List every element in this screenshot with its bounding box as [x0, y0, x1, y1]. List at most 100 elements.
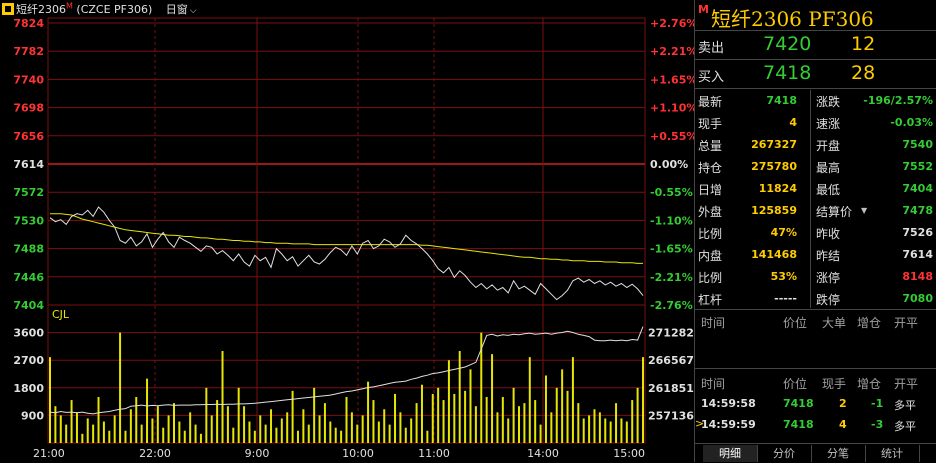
- quote-value: 7526: [902, 226, 933, 239]
- price-tick-label: 7530: [13, 214, 44, 227]
- quote-value: 141468: [751, 248, 797, 261]
- percent-tick-label: +2.21%: [650, 45, 694, 58]
- col-volume: 现手: [822, 377, 847, 391]
- chart-frame: [47, 17, 646, 444]
- time-tick-label: 10:00: [342, 447, 374, 460]
- period-select[interactable]: 日窗 ⌵: [165, 3, 197, 16]
- price-tick-label: 7740: [13, 73, 44, 86]
- layout-icon[interactable]: [2, 3, 14, 15]
- quote-panel: M 短纤2306 PF306 卖出 7420 12 买入 7418 28 最新 7…: [694, 0, 936, 462]
- col-oi-change: 增仓: [857, 316, 882, 330]
- open-interest-line: [49, 326, 644, 415]
- time-tick-label: 15:00: [613, 447, 645, 460]
- percent-tick-label: +1.10%: [650, 102, 694, 115]
- quote-value: -196/2.57%: [863, 94, 933, 107]
- quote-label: 跌停: [816, 293, 841, 307]
- quote-value: 7404: [902, 182, 933, 195]
- quote-label: 外盘: [698, 205, 723, 219]
- quote-value: 7478: [902, 204, 933, 217]
- main-contract-mark: M: [66, 1, 73, 11]
- percent-tick-label: +2.76%: [650, 17, 694, 30]
- quote-value: 8148: [902, 270, 933, 283]
- quote-row: 最新 7418 涨跌 -196/2.57%: [695, 90, 936, 112]
- indicator-label: CJL: [52, 308, 70, 321]
- percent-tick-label: -0.55%: [650, 186, 693, 199]
- tab-ticks[interactable]: 分笔: [811, 445, 866, 462]
- tab-price-levels[interactable]: 分价: [757, 445, 812, 462]
- trade-row[interactable]: 14:59:58 7418 2 -1 多平: [695, 394, 936, 414]
- quote-row: 外盘 125859 结算价 ▼ 7478: [695, 200, 936, 222]
- volume-bars: [49, 332, 644, 443]
- oi-tick-label: 257136: [648, 409, 694, 422]
- percent-tick-label: -2.76%: [650, 299, 693, 312]
- tab-statistics[interactable]: 统计: [865, 445, 920, 462]
- dropdown-triangle-icon[interactable]: ▼: [861, 206, 868, 215]
- percent-tick-label: -1.10%: [650, 214, 693, 227]
- ask-label: 卖出: [698, 41, 725, 56]
- bid-price: 7418: [763, 62, 812, 84]
- intraday-chart[interactable]: 7824 +2.76% 7782 +2.21% 7740 +1.65% 7698 +1.10%…: [0, 0, 694, 462]
- col-time: 时间: [701, 377, 726, 391]
- panel-title: M 短纤2306 PF306: [695, 0, 936, 31]
- price-tick-label: 7614: [13, 158, 44, 171]
- quote-label: 最新: [698, 95, 723, 109]
- quote-label: 比例: [698, 227, 723, 241]
- time-tick-label: 11:00: [418, 447, 450, 460]
- panel-tabs: 明细 分价 分笔 统计: [695, 443, 936, 463]
- quote-value: 7540: [902, 138, 933, 151]
- tab-detail[interactable]: 明细: [703, 445, 758, 462]
- oi-tick-label: 271282: [648, 327, 694, 340]
- col-time: 时间: [701, 316, 726, 330]
- col-open-close: 开平: [894, 316, 919, 330]
- trade-type: 多平: [894, 399, 916, 412]
- volume-tick-label: 2700: [13, 354, 44, 367]
- price-tick-label: 7572: [13, 186, 44, 199]
- quote-value: 4: [789, 116, 797, 129]
- current-row-marker-icon: >: [695, 417, 705, 430]
- percent-tick-label: 0.00%: [650, 158, 688, 171]
- quote-value: 7614: [902, 248, 933, 261]
- average-price-line: [50, 213, 643, 264]
- trade-chg: -3: [871, 418, 884, 431]
- trade-price: 7418: [783, 397, 814, 410]
- time-tick-label: 21:00: [33, 447, 65, 460]
- trade-vol: 4: [839, 418, 847, 431]
- price-tick-label: 7656: [13, 130, 44, 143]
- price-tick-label: 7488: [13, 243, 44, 256]
- price-line: [49, 206, 644, 301]
- trade-vol: 2: [839, 397, 847, 410]
- quote-value: -0.03%: [890, 116, 933, 129]
- quote-value: 11824: [758, 182, 797, 195]
- quote-label: 总量: [698, 139, 723, 153]
- oi-tick-label: 266567: [648, 354, 694, 367]
- quote-label: 涨跌: [816, 95, 841, 109]
- trade-chg: -1: [871, 397, 884, 410]
- chart-grid: [47, 17, 646, 444]
- ask-row[interactable]: 卖出 7420 12: [695, 31, 936, 60]
- quote-label: 持仓: [698, 161, 723, 175]
- ask-volume: 12: [851, 33, 876, 55]
- bid-row[interactable]: 买入 7418 28: [695, 60, 936, 89]
- price-tick-label: 7782: [13, 45, 44, 58]
- trade-type: 多平: [894, 420, 916, 433]
- trade-price: 7418: [783, 418, 814, 431]
- volume-tick-label: 3600: [13, 327, 44, 340]
- quote-row: 比例 53% 涨停 8148: [695, 266, 936, 288]
- contract-code: (CZCE PF306): [76, 3, 153, 16]
- price-tick-label: 7824: [13, 17, 44, 30]
- time-tick-label: 9:00: [245, 447, 270, 460]
- col-price: 价位: [783, 316, 808, 330]
- trade-time: 14:59:59: [701, 418, 756, 431]
- col-big-order: 大单: [822, 316, 847, 330]
- quote-row: 持仓 275780 最高 7552: [695, 156, 936, 178]
- volume-tick-label: 900: [21, 409, 44, 422]
- percent-tick-label: -2.21%: [650, 271, 693, 284]
- col-oi-change: 增仓: [857, 377, 882, 391]
- quote-row: 内盘 141468 昨结 7614: [695, 244, 936, 266]
- col-price: 价位: [783, 377, 808, 391]
- price-tick-label: 7404: [13, 299, 44, 312]
- trade-row[interactable]: >14:59:59 7418 4 -3 多平: [695, 415, 936, 435]
- chevron-down-icon: ⌵: [189, 6, 197, 16]
- quote-label: 最低: [816, 183, 841, 197]
- price-tick-label: 7446: [13, 271, 44, 284]
